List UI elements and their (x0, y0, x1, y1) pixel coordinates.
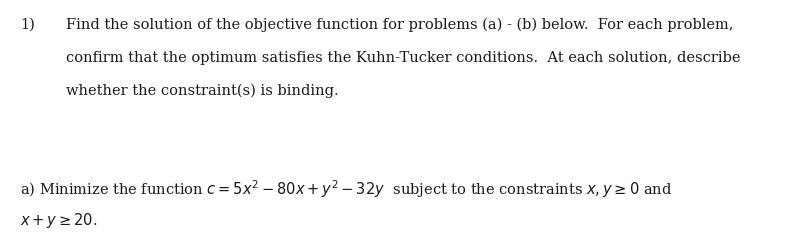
Text: Find the solution of the objective function for problems (a) - (b) below.  For e: Find the solution of the objective funct… (66, 17, 734, 32)
Text: confirm that the optimum satisfies the Kuhn-Tucker conditions.  At each solution: confirm that the optimum satisfies the K… (66, 51, 741, 65)
Text: a) Minimize the function $c = 5x^2 - 80x + y^2 - 32y$  subject to the constraint: a) Minimize the function $c = 5x^2 - 80x… (20, 178, 672, 200)
Text: $x + y \geq 20$.: $x + y \geq 20$. (20, 211, 98, 230)
Text: 1): 1) (20, 17, 35, 31)
Text: whether the constraint(s) is binding.: whether the constraint(s) is binding. (66, 84, 339, 98)
